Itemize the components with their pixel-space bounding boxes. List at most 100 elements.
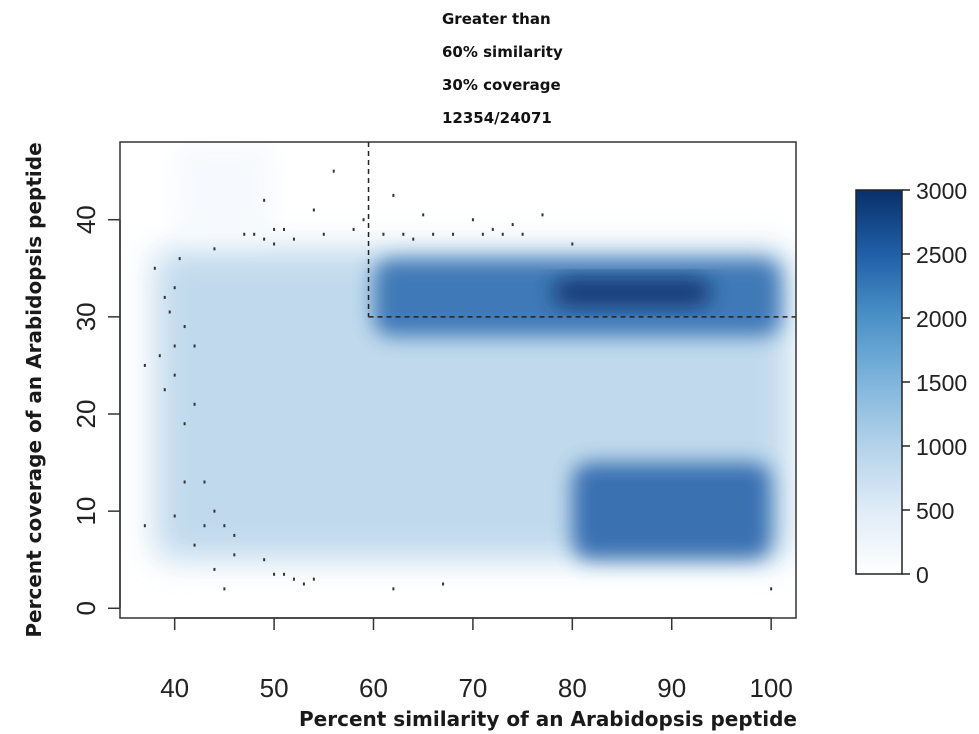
outlier-point xyxy=(173,344,176,348)
outlier-point xyxy=(432,232,435,236)
x-tick-label: 90 xyxy=(657,673,686,703)
annotation-line: Greater than xyxy=(442,10,551,28)
outlier-point xyxy=(521,232,524,236)
annotation-line: 12354/24071 xyxy=(442,109,552,127)
outlier-point xyxy=(163,295,166,299)
outlier-point xyxy=(392,193,395,197)
color-scale-label: 3000 xyxy=(916,178,967,204)
outlier-point xyxy=(163,388,166,392)
outlier-point xyxy=(452,232,455,236)
color-scale-label: 2500 xyxy=(916,242,967,268)
threshold-lines xyxy=(367,142,796,318)
outlier-point xyxy=(243,232,246,236)
outlier-point xyxy=(511,223,514,227)
y-tick-label: 40 xyxy=(71,205,101,234)
outlier-point xyxy=(283,572,286,576)
outlier-point xyxy=(273,242,276,246)
density-region xyxy=(572,462,772,560)
x-tick-label: 60 xyxy=(359,673,388,703)
outlier-point xyxy=(168,310,171,314)
annotation-line: 60% similarity xyxy=(442,43,563,61)
outlier-point xyxy=(223,587,226,591)
outlier-point xyxy=(273,227,276,231)
outlier-point xyxy=(253,232,256,236)
y-tick-label: 0 xyxy=(71,601,101,615)
outlier-point xyxy=(193,543,196,547)
x-axis: 40 50 60 70 80 90 100 xyxy=(160,617,793,703)
outlier-point xyxy=(352,227,355,231)
outlier-point xyxy=(183,325,186,329)
outlier-point xyxy=(332,169,335,173)
outlier-point xyxy=(770,587,773,591)
color-scale-label: 0 xyxy=(916,562,929,588)
outlier-point xyxy=(178,257,181,261)
color-scale-label: 2000 xyxy=(916,306,967,332)
x-tick-label: 100 xyxy=(749,673,792,703)
x-tick-label: 40 xyxy=(160,673,189,703)
outlier-point xyxy=(412,237,415,241)
outlier-point xyxy=(223,524,226,528)
outlier-point xyxy=(233,553,236,557)
outlier-point xyxy=(392,587,395,591)
outlier-point xyxy=(322,232,325,236)
outlier-point xyxy=(193,344,196,348)
outlier-point xyxy=(442,582,445,586)
y-axis: 0 10 20 30 40 xyxy=(71,205,121,616)
y-tick-label: 10 xyxy=(71,497,101,526)
outlier-point xyxy=(471,218,474,222)
outlier-point xyxy=(491,227,494,231)
outlier-point xyxy=(153,266,156,270)
color-scale-label: 500 xyxy=(916,498,954,524)
annotation-line: 30% coverage xyxy=(442,76,561,94)
x-tick-label: 50 xyxy=(260,673,289,703)
outlier-point xyxy=(362,218,365,222)
y-axis-title: Percent coverage of an Arabidopsis pepti… xyxy=(22,142,46,637)
outlier-point xyxy=(213,567,216,571)
outlier-point xyxy=(213,247,216,251)
outlier-point xyxy=(193,402,196,406)
outlier-point xyxy=(382,232,385,236)
y-tick-label: 20 xyxy=(71,400,101,429)
color-scale-gradient xyxy=(855,189,903,575)
outlier-point xyxy=(173,286,176,290)
outlier-point xyxy=(158,354,161,358)
x-tick-label: 70 xyxy=(458,673,487,703)
density-region xyxy=(174,142,275,240)
outlier-point xyxy=(312,577,315,581)
outlier-point xyxy=(183,480,186,484)
outlier-point xyxy=(501,232,504,236)
outlier-point xyxy=(203,524,206,528)
outlier-point xyxy=(203,480,206,484)
outlier-point xyxy=(233,533,236,537)
outlier-points xyxy=(143,169,773,591)
outlier-point xyxy=(173,373,176,377)
outlier-point xyxy=(143,363,146,367)
outlier-point xyxy=(481,232,484,236)
outlier-point xyxy=(302,582,305,586)
color-scale-label: 1000 xyxy=(916,434,967,460)
density-layer xyxy=(154,142,792,560)
x-tick-label: 80 xyxy=(558,673,587,703)
outlier-point xyxy=(541,213,544,217)
outlier-point xyxy=(283,227,286,231)
color-scale-bar: 0 500 1000 1500 2000 2500 3000 xyxy=(855,178,967,588)
threshold-annotation: Greater than 60% similarity 30% coverage… xyxy=(442,10,563,127)
outlier-point xyxy=(402,232,405,236)
outlier-point xyxy=(292,577,295,581)
outlier-point xyxy=(213,509,216,513)
outlier-point xyxy=(422,213,425,217)
outlier-point xyxy=(273,572,276,576)
x-axis-title: Percent similarity of an Arabidopsis pep… xyxy=(299,707,797,731)
outlier-point xyxy=(143,524,146,528)
outlier-point xyxy=(173,514,176,518)
y-tick-label: 30 xyxy=(71,302,101,331)
color-scale-label: 1500 xyxy=(916,370,967,396)
outlier-point xyxy=(183,422,186,426)
outlier-point xyxy=(571,242,574,246)
outlier-point xyxy=(263,558,266,562)
outlier-point xyxy=(292,237,295,241)
outlier-point xyxy=(312,208,315,212)
outlier-point xyxy=(263,198,266,202)
outlier-point xyxy=(263,237,266,241)
